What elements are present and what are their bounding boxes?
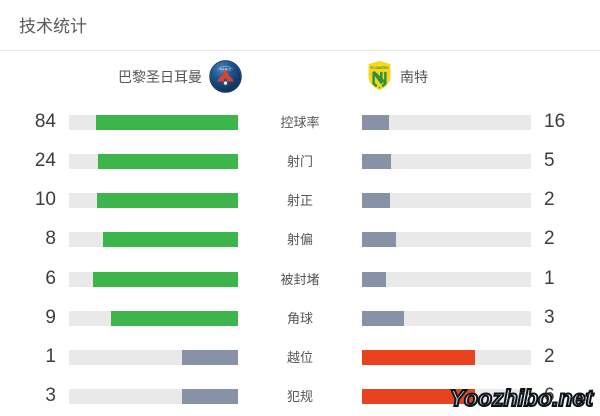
svg-text:FC NANTES: FC NANTES [371,66,389,70]
svg-text:PARIS: PARIS [220,68,232,72]
